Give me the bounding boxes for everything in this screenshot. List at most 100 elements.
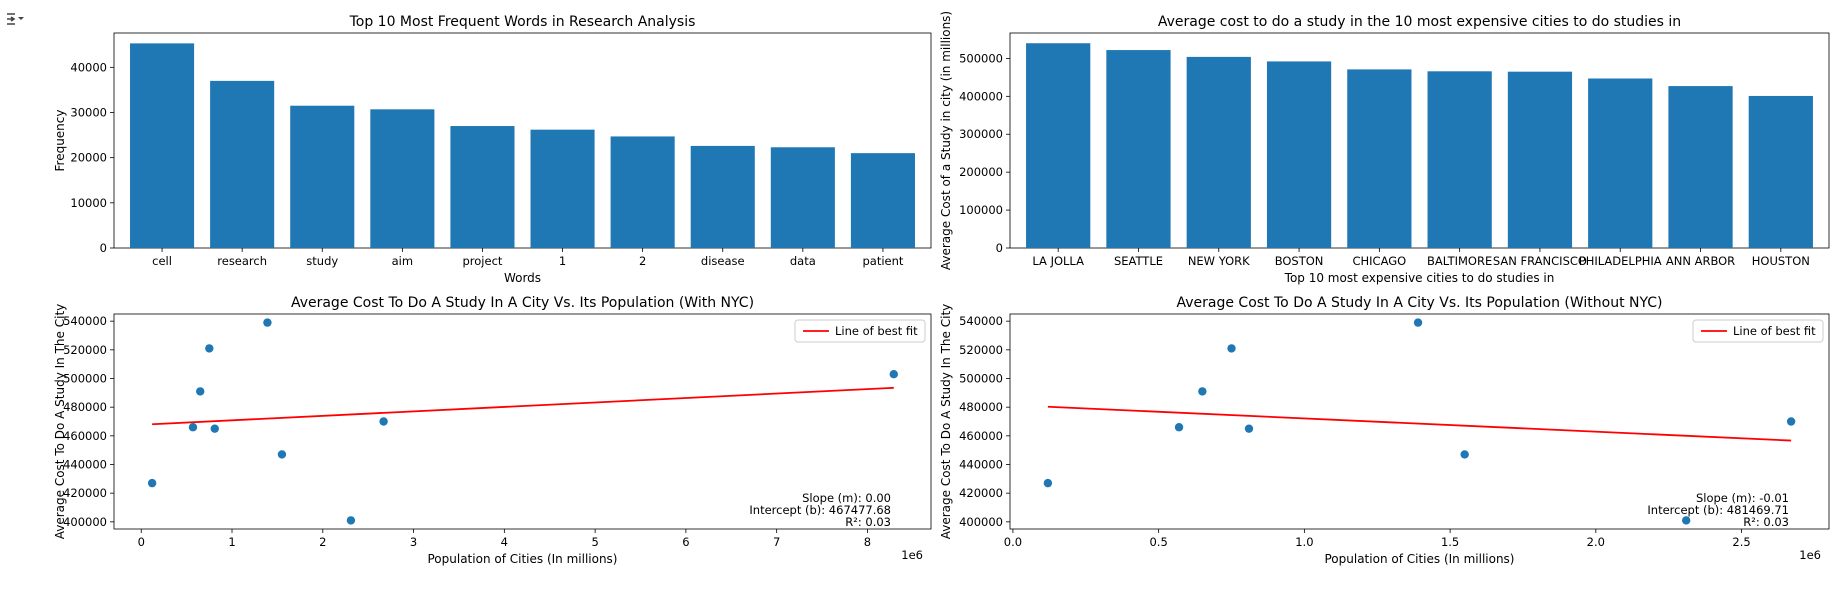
bar-5 <box>1427 71 1492 248</box>
x-tick-label: 8 <box>864 535 871 549</box>
y-tick-label: 520000 <box>63 343 107 357</box>
y-tick-label: 540000 <box>959 314 1003 328</box>
bar-0 <box>1026 43 1091 248</box>
chart-title: Top 10 Most Frequent Words in Research A… <box>349 14 696 30</box>
x-axis-label: Population of Cities (In millions) <box>1325 552 1515 566</box>
x-tick-label: 1 <box>228 535 235 549</box>
x-tick-label: 4 <box>501 535 508 549</box>
x-tick-label: 6 <box>682 535 689 549</box>
bar-3 <box>1266 61 1332 249</box>
x-axis-label: Top 10 most expensive cities to do studi… <box>1284 271 1555 285</box>
x-tick-label: 1 <box>559 254 566 268</box>
stats-annotation-2: R²: 0.03 <box>1743 515 1789 529</box>
bar-2 <box>1186 56 1251 249</box>
bar-4 <box>1347 69 1412 248</box>
plot-frame <box>113 32 932 249</box>
bar-1 <box>1106 50 1171 248</box>
x-tick-label: cell <box>152 254 172 268</box>
y-tick-label: 440000 <box>959 458 1003 472</box>
output-toggle-icon[interactable] <box>4 8 26 30</box>
y-tick-label: 540000 <box>63 314 107 328</box>
chart-title: Average Cost To Do A Study In A City Vs.… <box>291 295 754 311</box>
x-tick-label: SAN FRANCISCO <box>1493 254 1587 268</box>
x-tick-label: aim <box>392 254 413 268</box>
x-tick-label: HOUSTON <box>1752 254 1810 268</box>
scatter-point-6 <box>1460 450 1469 459</box>
scatter-point-2 <box>1198 387 1207 396</box>
x-tick-label: research <box>217 254 267 268</box>
y-tick-label: 500000 <box>959 372 1003 386</box>
y-tick-label: 200000 <box>959 165 1003 179</box>
y-tick-label: 400000 <box>63 515 107 529</box>
cost-vs-population-without-nyc-chart: Average Cost To Do A Study In A City Vs.… <box>939 295 1830 566</box>
x-tick-label: BALTIMORE <box>1427 254 1492 268</box>
y-tick-label: 10000 <box>70 196 107 210</box>
x-tick-label: 3 <box>410 535 417 549</box>
x-tick-label: 0.5 <box>1149 535 1167 549</box>
chart-title: Average Cost To Do A Study In A City Vs.… <box>1176 295 1662 311</box>
bar-7 <box>690 145 755 248</box>
y-tick-label: 100000 <box>959 203 1003 217</box>
stats-annotation-1: Intercept (b): 481469.71 <box>1647 503 1789 517</box>
x-tick-label: 1.5 <box>1441 535 1459 549</box>
stats-annotation-0: Slope (m): -0.01 <box>1696 491 1789 505</box>
bar-6 <box>1507 71 1573 248</box>
y-tick-label: 30000 <box>70 105 107 119</box>
x-axis-label: Population of Cities (In millions) <box>428 552 618 566</box>
legend-box <box>1692 319 1824 343</box>
scatter-point-6 <box>277 450 287 459</box>
best-fit-line <box>152 386 894 426</box>
legend-label: Line of best fit <box>1733 324 1816 338</box>
scatter-point-4 <box>1244 424 1254 433</box>
x-tick-label: ANN ARBOR <box>1666 254 1735 268</box>
bar-4 <box>450 126 515 248</box>
bar-2 <box>290 105 355 249</box>
y-axis-label: Average Cost of a Study in city (in mill… <box>939 11 953 270</box>
plot-frame <box>1009 313 1830 530</box>
legend-label: Line of best fit <box>835 324 918 338</box>
stats-annotation-2: R²: 0.03 <box>845 515 891 529</box>
x-tick-label: disease <box>701 254 745 268</box>
scatter-point-8 <box>379 417 388 426</box>
x-tick-label: 1.0 <box>1295 535 1313 549</box>
x-tick-label: data <box>790 254 816 268</box>
y-axis-label: Frequency <box>53 110 67 172</box>
bar-8 <box>770 147 835 248</box>
x-axis-label: Words <box>504 271 541 285</box>
y-axis-label: Average Cost To Do A Study In The City <box>53 304 67 540</box>
stats-annotation-1: Intercept (b): 467477.68 <box>749 503 891 517</box>
scatter-point-9 <box>889 370 898 379</box>
bar-3 <box>370 109 435 248</box>
x-tick-label: SEATTLE <box>1114 254 1163 268</box>
bar-8 <box>1668 86 1733 248</box>
y-tick-label: 0 <box>996 241 1003 255</box>
stats-annotation-0: Slope (m): 0.00 <box>802 491 891 505</box>
x-tick-label: BOSTON <box>1275 254 1324 268</box>
x-tick-label: 2 <box>639 254 646 268</box>
bar-5 <box>530 129 595 248</box>
x-tick-label: 2.0 <box>1587 535 1605 549</box>
x-tick-label: 0.0 <box>1004 535 1022 549</box>
y-tick-label: 0 <box>100 241 107 255</box>
y-tick-label: 420000 <box>959 486 1003 500</box>
bar-1 <box>210 80 275 249</box>
x-tick-label: NEW YORK <box>1188 254 1250 268</box>
chart-title: Average cost to do a study in the 10 mos… <box>1158 14 1681 30</box>
cost-vs-population-with-nyc-chart: Average Cost To Do A Study In A City Vs.… <box>53 295 932 566</box>
y-tick-label: 300000 <box>959 127 1003 141</box>
y-tick-label: 400000 <box>959 515 1003 529</box>
x-tick-label: patient <box>862 254 903 268</box>
x-tick-label: 2.5 <box>1732 535 1750 549</box>
scatter-point-4 <box>210 424 219 433</box>
x-tick-label: project <box>462 254 502 268</box>
y-tick-label: 400000 <box>959 89 1003 103</box>
scatter-point-1 <box>1174 423 1184 432</box>
y-tick-label: 20000 <box>70 151 107 165</box>
y-axis-label: Average Cost To Do A Study In The City <box>939 304 953 540</box>
x-tick-label: 5 <box>591 535 598 549</box>
city-cost-chart: Average cost to do a study in the 10 mos… <box>939 11 1830 285</box>
y-tick-label: 500000 <box>63 372 107 386</box>
y-tick-label: 480000 <box>63 400 107 414</box>
y-tick-label: 40000 <box>70 60 107 74</box>
